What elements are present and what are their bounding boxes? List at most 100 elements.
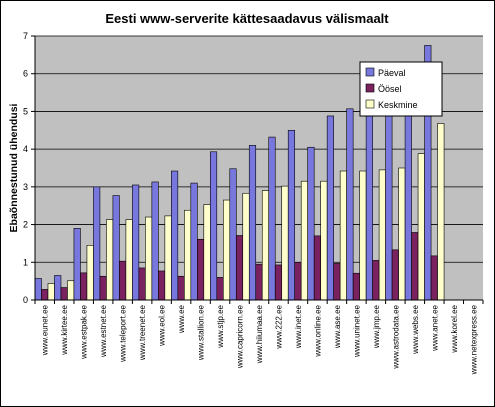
x-category-label: www.estnet.ee — [99, 304, 108, 358]
bar-oosel-20 — [430, 255, 438, 301]
x-axis-categories: www.eunet.ee www.kirtee.ee www.estpak.ee ww… — [34, 300, 484, 375]
bar-oosel-6 — [158, 270, 166, 301]
x-category-label: www.eunet.ee — [41, 304, 50, 356]
bar-oosel-11 — [255, 263, 263, 301]
bar-oosel-19 — [411, 232, 419, 301]
bar-oosel-18 — [391, 249, 399, 301]
bar-oosel-15 — [333, 263, 341, 301]
bar-oosel-1 — [60, 287, 68, 301]
bar-keskmine-10 — [242, 192, 250, 301]
bar-paeval-19 — [404, 99, 412, 301]
legend: Päeval Öösel Keskmine — [359, 61, 443, 117]
bar-oosel-9 — [216, 277, 224, 301]
chart-title: Eesti www-serverite kättesaadavus välism… — [105, 11, 389, 26]
bar-keskmine-12 — [281, 185, 289, 301]
bar-keskmine-18 — [398, 167, 406, 301]
bar-paeval-12 — [268, 136, 276, 301]
y-tick-label: 7 — [23, 31, 28, 41]
legend-swatch — [365, 67, 375, 77]
x-category-label: www.korel.ee — [450, 304, 459, 353]
bar-paeval-16 — [346, 108, 354, 301]
bar-keskmine-15 — [339, 170, 347, 301]
x-category-label: www.stallion.ee — [197, 304, 206, 361]
x-category-label: www.hiiumaa.ee — [255, 304, 264, 364]
x-category-label: www.stjp.ee — [216, 304, 225, 348]
bar-paeval-10 — [229, 168, 237, 301]
x-category-label: www.estpak.ee — [80, 304, 89, 359]
x-category-label: www.capricorn.ee — [236, 304, 245, 369]
bar-oosel-2 — [80, 272, 88, 301]
legend-label: Keskmine — [378, 100, 418, 110]
bar-keskmine-19 — [417, 153, 425, 301]
legend-swatch — [365, 83, 375, 93]
bar-keskmine-5 — [145, 216, 153, 301]
bar-keskmine-14 — [320, 180, 328, 301]
bar-paeval-15 — [326, 115, 334, 301]
bar-paeval-14 — [307, 146, 315, 301]
bar-keskmine-3 — [106, 219, 114, 301]
legend-label: Öösel — [378, 84, 402, 94]
bar-oosel-10 — [235, 235, 244, 301]
y-tick-label: 3 — [23, 182, 28, 192]
bar-paeval-17 — [365, 109, 373, 301]
bar-keskmine-2 — [86, 245, 94, 301]
bar-oosel-14 — [313, 235, 321, 301]
x-category-label: www.astrodata.ee — [391, 304, 400, 369]
x-category-label: www.netexpress.ee — [469, 304, 478, 375]
bar-oosel-16 — [352, 272, 360, 301]
bar-keskmine-11 — [261, 190, 270, 301]
bar-paeval-1 — [54, 275, 62, 301]
bar-paeval-7 — [171, 170, 179, 301]
bar-oosel-13 — [294, 261, 302, 301]
bar-oosel-3 — [99, 275, 107, 301]
bars — [34, 45, 445, 301]
bar-oosel-4 — [119, 260, 127, 301]
y-axis-ticks: 0 1 2 3 4 5 6 7 — [23, 31, 35, 305]
y-tick-label: 1 — [23, 257, 28, 267]
y-tick-label: 0 — [23, 295, 28, 305]
x-category-label: www.teleport.ee — [119, 304, 128, 362]
x-category-label: www.222.ee — [274, 304, 283, 349]
bar-keskmine-16 — [359, 170, 367, 301]
bar-oosel-12 — [274, 264, 283, 301]
bar-oosel-17 — [372, 260, 380, 301]
x-category-label: www.treenet.ee — [138, 304, 147, 361]
bar-keskmine-6 — [164, 215, 172, 301]
y-tick-label: 2 — [23, 220, 28, 230]
bar-paeval-5 — [132, 184, 140, 301]
bar-keskmine-9 — [222, 199, 231, 301]
bar-keskmine-0 — [47, 283, 55, 301]
bar-paeval-9 — [209, 151, 218, 301]
bar-keskmine-8 — [203, 204, 211, 301]
bar-paeval-3 — [93, 186, 101, 301]
y-tick-label: 5 — [23, 106, 28, 116]
bar-keskmine-13 — [300, 180, 309, 301]
bar-paeval-18 — [385, 114, 393, 301]
x-category-label: www.eol.ee — [158, 304, 167, 346]
bar-paeval-8 — [190, 182, 198, 301]
y-tick-label: 6 — [23, 69, 28, 79]
legend-label: Päeval — [378, 68, 406, 78]
bar-keskmine-1 — [67, 280, 75, 301]
bar-paeval-2 — [73, 228, 81, 301]
x-category-label: www.anet.ee — [430, 304, 439, 351]
bar-paeval-11 — [248, 145, 257, 301]
x-category-label: www.uninet.ee — [352, 304, 361, 358]
x-category-label: www.kirtee.ee — [60, 304, 69, 355]
y-tick-label: 4 — [23, 144, 28, 154]
legend-swatch — [365, 99, 375, 109]
bar-oosel-8 — [197, 238, 205, 301]
bar-paeval-0 — [34, 278, 42, 301]
x-category-label: www.online.ee — [313, 304, 322, 357]
x-category-label: www.jmp.ee — [372, 304, 381, 349]
bar-oosel-7 — [177, 275, 185, 301]
x-category-label: www.ase.ee — [333, 304, 342, 349]
y-axis-label: Ebaõnnestunud ühendusi — [8, 103, 20, 232]
x-category-label: www.inet.ee — [294, 304, 303, 349]
bar-paeval-6 — [151, 181, 159, 301]
bar-paeval-13 — [287, 129, 296, 301]
bar-keskmine-7 — [184, 209, 192, 301]
bar-oosel-5 — [138, 267, 146, 301]
x-category-label: www.webs.ee — [411, 304, 420, 354]
bar-keskmine-17 — [378, 169, 386, 301]
